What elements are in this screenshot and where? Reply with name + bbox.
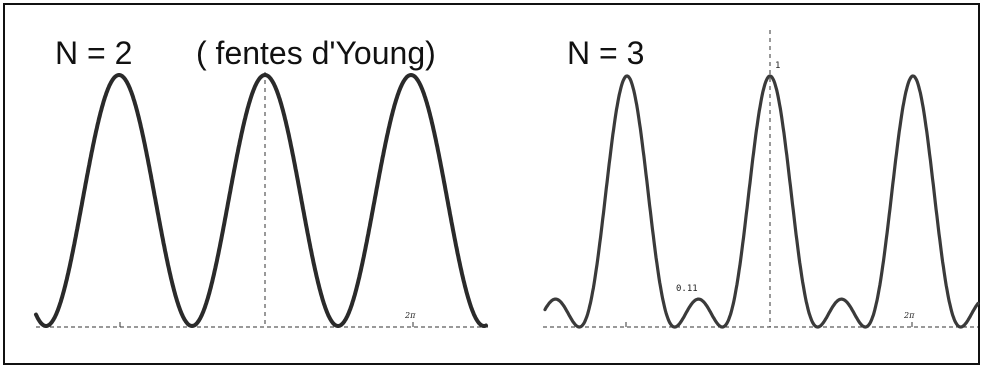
panel-n3-tick-label: 2π — [903, 311, 915, 320]
panel-n2: N = 2 ( fentes d'Young) 2π — [34, 35, 490, 328]
figure-frame — [3, 3, 980, 365]
panel-n3: N = 3 2π 1 0.11 — [543, 30, 980, 329]
panel-n2-title: N = 2 — [55, 35, 132, 71]
panel-n3-title: N = 3 — [567, 35, 644, 71]
panel-n2-tick-label: 2π — [404, 311, 416, 320]
panel-n2-subtitle: ( fentes d'Young) — [196, 35, 436, 71]
panel-n2-intensity-curve — [34, 73, 488, 328]
panel-n3-intensity-curve — [543, 74, 980, 329]
panel-n3-minor-label: 0.11 — [676, 284, 698, 294]
panel-n3-peak-label: 1 — [775, 61, 780, 71]
